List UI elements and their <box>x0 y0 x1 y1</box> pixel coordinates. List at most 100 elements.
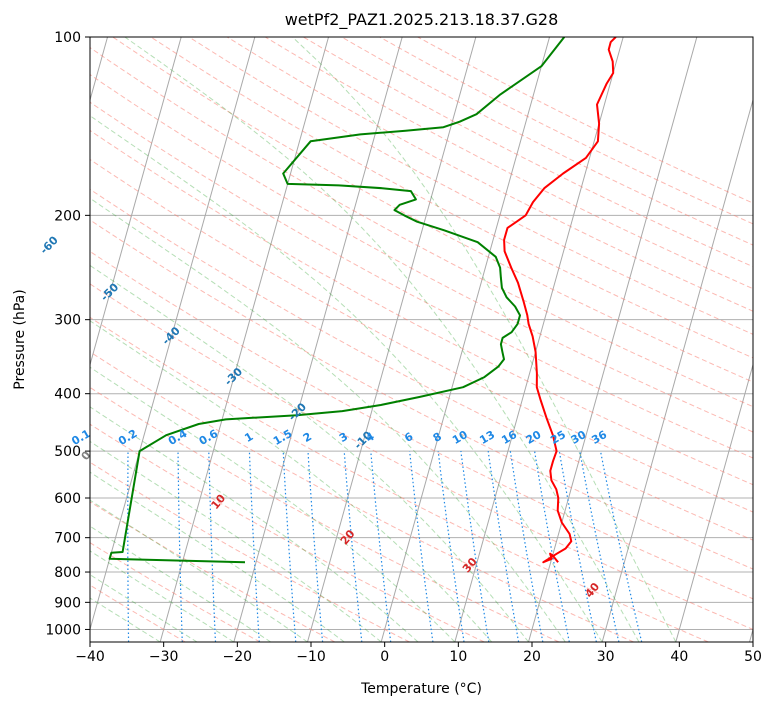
x-tick-label: 20 <box>523 649 541 665</box>
dry-adiabat-line <box>188 37 753 335</box>
moist-adiabat-line <box>90 440 382 642</box>
mixing-ratio-line <box>370 451 392 642</box>
dry-adiabat-line <box>150 37 753 359</box>
isotherm-label: -20 <box>286 400 309 423</box>
isotherm-label: -70 <box>0 176 3 199</box>
mixing-ratio-line <box>599 450 643 642</box>
moist-adiabat-line <box>90 320 493 642</box>
dry-adiabat-line <box>90 351 634 642</box>
y-tick-label: 700 <box>54 531 81 547</box>
plot-frame <box>89 36 754 643</box>
y-tick-label: 300 <box>54 313 81 329</box>
sounding-line <box>108 37 566 564</box>
sounding-line <box>503 37 617 564</box>
dry-adiabat-line <box>417 37 753 204</box>
mixing-ratio-label: 36 <box>589 428 609 447</box>
moist-adiabat-line <box>90 471 345 642</box>
moist-adiabat-line <box>90 499 308 642</box>
moist-adiabat-line <box>292 37 677 642</box>
mixing-ratio-label: 1 <box>242 430 255 445</box>
mixing-ratio-line <box>579 450 620 642</box>
mixing-ratio-line <box>509 451 544 642</box>
dry-adiabat-line <box>90 316 709 642</box>
mixing-ratio-label: 2 <box>301 430 314 445</box>
mixing-ratio-line <box>409 451 434 642</box>
dry-adiabat-line <box>90 501 335 642</box>
x-tick-label: −10 <box>296 649 326 665</box>
dry-adiabat-line <box>90 158 753 513</box>
dry-adiabat-label: 40 <box>582 580 602 600</box>
dry-adiabat-line <box>90 101 753 459</box>
y-tick-label: 900 <box>54 595 81 611</box>
dry-adiabat-line <box>90 283 753 630</box>
moist-adiabat-line <box>124 37 640 642</box>
moist-adiabat-line <box>90 550 235 642</box>
y-tick-label: 200 <box>54 208 81 224</box>
dry-adiabat-line <box>90 219 753 570</box>
dry-adiabat-line <box>90 542 261 642</box>
background-reference-lines <box>90 37 753 642</box>
mixing-ratio-label: 10 <box>450 428 470 447</box>
dry-adiabat-line <box>112 37 753 383</box>
y-tick-label: 100 <box>54 30 81 46</box>
moist-adiabat-line <box>90 406 419 642</box>
dry-adiabat-line <box>90 73 753 433</box>
mixing-ratio-label: 6 <box>402 430 415 445</box>
isotherm-line <box>159 37 330 642</box>
mixing-ratio-line <box>558 450 597 642</box>
mixing-ratio-line <box>343 451 363 642</box>
dry-adiabat-line <box>90 250 753 600</box>
x-axis-label: Temperature (°C) <box>360 681 482 697</box>
axes: −40 −30 −20 −10 0 10 20 30 40 50 1000 900 800 700 600 5… <box>45 30 762 665</box>
dry-adiabat-line <box>90 386 560 642</box>
y-tick-label: 400 <box>54 387 81 403</box>
isotherm-line <box>90 37 256 632</box>
dry-adiabat-line <box>90 584 186 642</box>
mixing-ratio-label: 0.2 <box>116 427 139 448</box>
mixing-ratio-label: 13 <box>477 428 497 447</box>
x-tick-label: −20 <box>223 649 253 665</box>
mixing-ratio-line <box>460 451 490 642</box>
x-tick-label: 30 <box>597 649 615 665</box>
mixing-ratio-label: 8 <box>431 430 444 445</box>
isotherm-line <box>233 37 403 642</box>
dry-adiabat-line <box>90 188 753 541</box>
mixing-ratio-line <box>534 451 570 642</box>
y-axis-label: Pressure (hPa) <box>12 289 28 389</box>
x-tick-label: 40 <box>670 649 688 665</box>
moist-adiabat-line <box>90 366 456 642</box>
mixing-ratio-line <box>127 451 130 642</box>
isotherm-label: -40 <box>160 324 183 347</box>
dry-adiabat-label: 10 <box>208 492 228 512</box>
x-tick-label: 10 <box>449 649 467 665</box>
isotherm-line <box>601 98 753 642</box>
moist-adiabat-line <box>90 197 566 642</box>
sounding-profiles <box>108 37 617 564</box>
x-tick-label: 50 <box>744 649 762 665</box>
dry-adiabat-line <box>90 46 753 408</box>
mixing-ratio-label: 1.5 <box>271 427 294 448</box>
mixing-ratio-label: 0.4 <box>166 427 190 448</box>
dry-adiabat-line <box>90 461 410 642</box>
isotherm-line <box>454 37 624 642</box>
y-tick-label: 500 <box>54 444 81 460</box>
isotherm-line <box>675 362 753 642</box>
y-tick-label: 1000 <box>45 622 81 638</box>
dry-adiabat-line <box>90 423 485 642</box>
dry-adiabat-line <box>264 37 753 290</box>
x-tick-label: 0 <box>380 649 389 665</box>
mixing-ratio-line <box>282 451 297 642</box>
y-tick-label: 600 <box>54 491 81 507</box>
dry-adiabat-label: 20 <box>338 527 358 547</box>
isotherm-line <box>528 37 698 642</box>
x-tick-label: −40 <box>75 649 105 665</box>
y-tick-label: 800 <box>54 565 81 581</box>
isotherm-line <box>90 37 182 367</box>
chart-title: wetPf2_PAZ1.2025.213.18.37.G28 <box>285 10 559 30</box>
dry-adiabat-line <box>226 37 753 312</box>
isotherm-label: -30 <box>222 365 245 388</box>
mixing-ratio-line <box>307 451 324 642</box>
x-tick-label: −30 <box>149 649 179 665</box>
dry-adiabat-line <box>90 129 753 486</box>
mixing-ratio-line <box>437 451 465 642</box>
